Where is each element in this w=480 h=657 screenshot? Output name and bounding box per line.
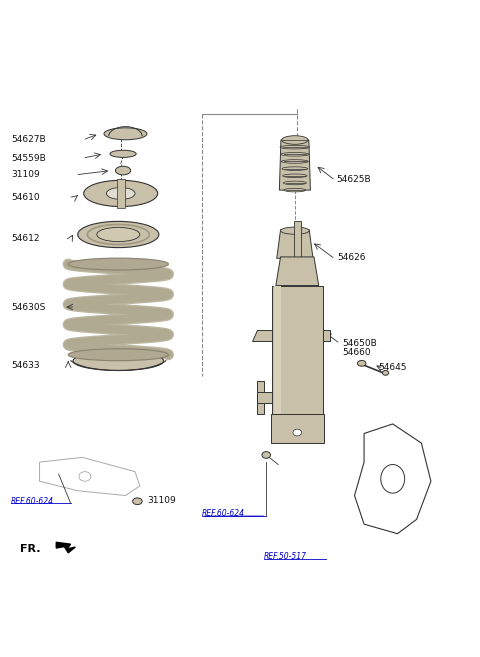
Text: 54612: 54612 [11,235,39,243]
Polygon shape [279,140,311,190]
Polygon shape [56,542,75,553]
Ellipse shape [293,429,301,436]
Polygon shape [252,330,272,341]
Text: 54630S: 54630S [11,302,45,311]
Text: 54626: 54626 [337,254,365,262]
Ellipse shape [262,451,271,459]
Text: REF.60-624: REF.60-624 [202,509,245,518]
Ellipse shape [280,145,310,149]
Ellipse shape [358,361,366,366]
Text: 54627B: 54627B [11,135,46,145]
Ellipse shape [110,150,136,158]
Text: FR.: FR. [21,544,41,554]
Ellipse shape [282,167,308,170]
Ellipse shape [104,128,147,140]
Ellipse shape [283,174,307,177]
Bar [117,179,124,208]
Ellipse shape [284,189,306,192]
Ellipse shape [281,152,309,156]
Polygon shape [277,230,313,258]
Ellipse shape [97,227,140,242]
Text: 54559B: 54559B [11,154,46,163]
Polygon shape [294,221,300,257]
Text: REF.60-624: REF.60-624 [11,497,54,506]
Text: 54660: 54660 [343,348,371,357]
Text: 31109: 31109 [11,170,40,179]
Polygon shape [323,330,330,341]
Text: 31109: 31109 [147,496,176,505]
Ellipse shape [383,371,389,375]
Ellipse shape [68,258,168,270]
Text: REF.50-517: REF.50-517 [264,552,307,561]
Text: 54610: 54610 [11,193,39,202]
Text: 54650B: 54650B [343,339,377,348]
Ellipse shape [84,180,157,206]
Ellipse shape [283,181,306,185]
Polygon shape [271,415,324,443]
Ellipse shape [107,187,135,200]
Ellipse shape [116,166,131,175]
Ellipse shape [132,498,142,505]
Ellipse shape [281,227,309,235]
Polygon shape [257,392,272,403]
Polygon shape [275,286,281,415]
Ellipse shape [281,160,308,163]
Ellipse shape [73,351,164,371]
Ellipse shape [78,221,159,248]
Polygon shape [257,381,264,415]
Polygon shape [276,257,319,286]
Text: 54645: 54645 [378,363,407,372]
Polygon shape [272,286,323,415]
Text: 54625B: 54625B [336,175,371,183]
Ellipse shape [282,136,308,145]
Text: 54633: 54633 [11,361,39,370]
Ellipse shape [68,349,168,361]
